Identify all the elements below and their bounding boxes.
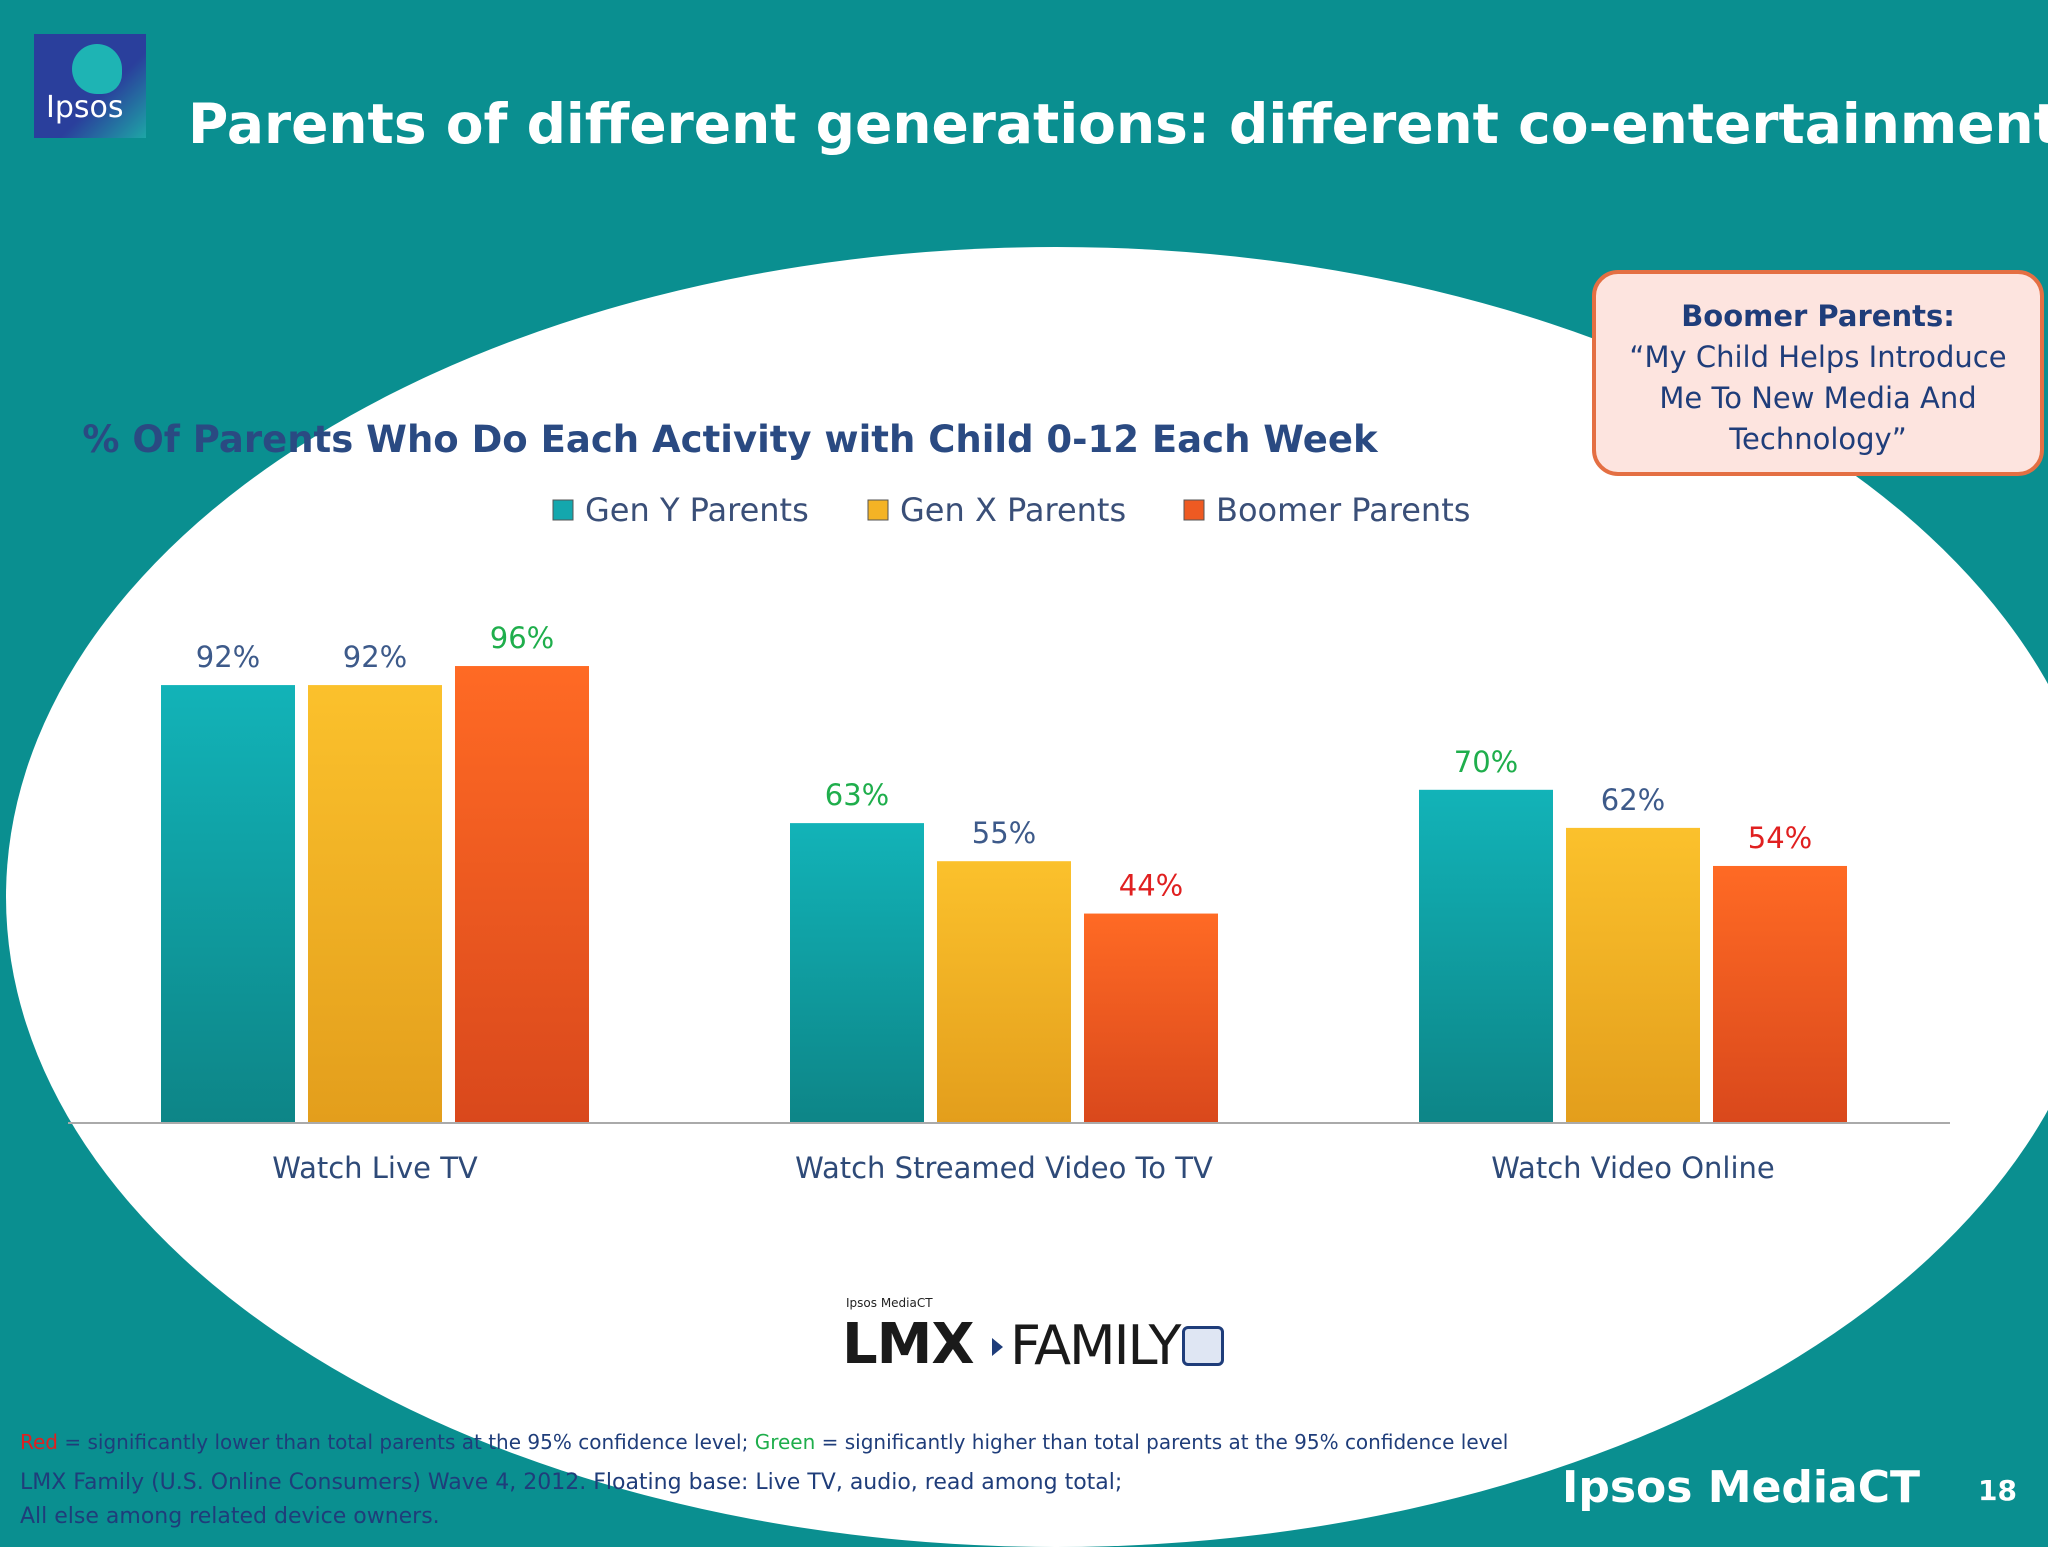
- callout-quote: “My Child Helps Introduce Me To New Medi…: [1629, 340, 2007, 456]
- page-number: 18: [1978, 1474, 2017, 1507]
- slide-title: Parents of different generations: differ…: [188, 92, 2048, 156]
- bar-gen-y-1: [161, 685, 295, 1123]
- x-tick-label-3: Watch Video Online: [1491, 1151, 1775, 1185]
- data-label-gen-x-1: 92%: [343, 640, 407, 674]
- source-line-2: All else among related device owners.: [20, 1504, 440, 1529]
- data-label-boomer-3: 54%: [1748, 821, 1812, 855]
- footnote-green-text: = significantly higher than total parent…: [815, 1430, 1509, 1454]
- family-icon: [1182, 1326, 1224, 1366]
- bars-group: 92% 92% 96% 63% 55% 44% 70% 62% 54%: [161, 621, 1847, 1123]
- legend-label-gen-x: Gen X Parents: [900, 491, 1126, 529]
- legend-label-boomer: Boomer Parents: [1216, 491, 1470, 529]
- legend-swatch-gen-x: [867, 499, 889, 521]
- x-tick-label-1: Watch Live TV: [272, 1151, 478, 1185]
- source-line-1: LMX Family (U.S. Online Consumers) Wave …: [20, 1470, 1123, 1495]
- bar-gen-x-1: [308, 685, 442, 1123]
- bar-gen-y-3: [1419, 789, 1553, 1123]
- x-tick-label-2: Watch Streamed Video To TV: [795, 1151, 1213, 1185]
- legend: Gen Y Parents Gen X Parents Boomer Parents: [552, 491, 1470, 529]
- lmx-arrow-icon: [992, 1338, 1003, 1356]
- data-label-gen-y-3: 70%: [1454, 745, 1518, 779]
- x-axis-labels: Watch Live TV Watch Streamed Video To TV W…: [272, 1151, 1775, 1185]
- ipsos-mediact-brand: Ipsos MediaCT: [1562, 1462, 1920, 1513]
- data-label-gen-y-1: 92%: [196, 640, 260, 674]
- legend-swatch-gen-y: [552, 499, 574, 521]
- bar-boomer-3: [1713, 865, 1847, 1123]
- data-label-gen-x-2: 55%: [972, 816, 1036, 850]
- footnote-red-word: Red: [20, 1430, 58, 1454]
- callout-heading: Boomer Parents:: [1681, 299, 1955, 333]
- bar-boomer-1: [455, 666, 589, 1123]
- data-label-gen-y-2: 63%: [825, 778, 889, 812]
- legend-label-gen-y: Gen Y Parents: [585, 491, 809, 529]
- logo-text: Ipsos: [46, 90, 124, 125]
- boomer-callout: Boomer Parents: “My Child Helps Introduc…: [1592, 270, 2044, 476]
- bar-boomer-2: [1084, 913, 1218, 1123]
- source-footnote: LMX Family (U.S. Online Consumers) Wave …: [20, 1466, 1122, 1534]
- chart-title: % Of Parents Who Do Each Activity with C…: [82, 418, 1379, 461]
- bar-gen-y-2: [790, 823, 924, 1123]
- footnote-green-word: Green: [754, 1430, 816, 1454]
- lmx-logo-family-text: FAMILY: [1010, 1314, 1181, 1377]
- data-label-gen-x-3: 62%: [1601, 783, 1665, 817]
- lmx-family-logo: Ipsos MediaCT LMX FAMILY: [842, 1296, 1232, 1377]
- bar-gen-x-3: [1566, 827, 1700, 1123]
- lmx-logo-main-text: LMX: [842, 1312, 975, 1377]
- footnote-red-text: = significantly lower than total parents…: [58, 1430, 755, 1454]
- legend-swatch-boomer: [1183, 499, 1205, 521]
- lmx-logo-small-text: Ipsos MediaCT: [846, 1296, 933, 1310]
- significance-footnote: Red = significantly lower than total par…: [20, 1430, 1508, 1454]
- logo-head-icon: [72, 44, 122, 94]
- ipsos-logo: Ipsos: [34, 34, 146, 138]
- bar-gen-x-2: [937, 861, 1071, 1123]
- data-label-boomer-1: 96%: [490, 621, 554, 655]
- data-label-boomer-2: 44%: [1119, 869, 1183, 903]
